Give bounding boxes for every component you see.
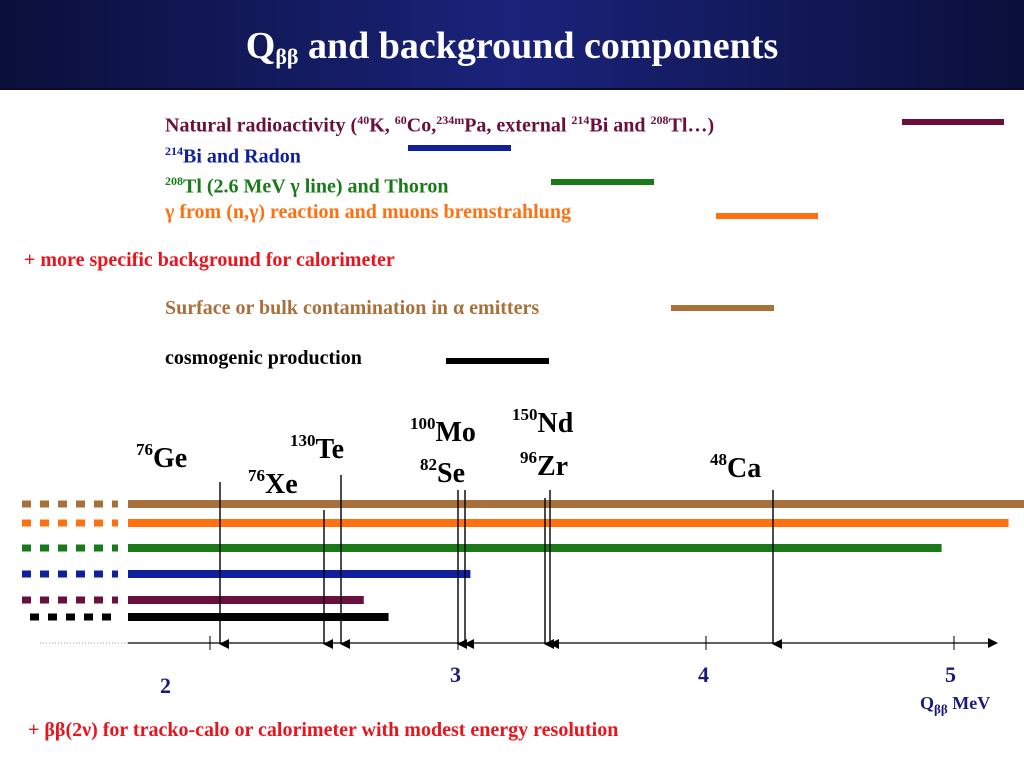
tick-label-3: 3 xyxy=(450,662,461,687)
legend-gamma-neutron: γ from (n,γ) reaction and muons bremstra… xyxy=(165,201,571,223)
legend-alpha-emitters: Surface or bulk contamination in α emitt… xyxy=(165,297,540,319)
tick-label-5: 5 xyxy=(945,662,956,687)
isotope-se82: 82Se xyxy=(420,455,465,489)
legend-swatch-natural xyxy=(902,119,1004,125)
energy-axis xyxy=(40,636,998,650)
legend-swatch-cosmogenic xyxy=(446,358,549,364)
isotope-nd150: 150Nd xyxy=(512,405,574,439)
legend-bi214-radon: 214Bi and Radon xyxy=(165,144,301,168)
isotope-te130: 130Te xyxy=(290,431,345,465)
axis-arrowhead xyxy=(988,638,998,648)
background-bars xyxy=(22,500,1024,621)
isotope-zr96: 96Zr xyxy=(520,448,569,482)
legend-cosmogenic: cosmogenic production xyxy=(165,347,362,369)
legend-tl208-thoron: 208Tl (2.6 MeV γ line) and Thoron xyxy=(165,174,449,198)
legend-swatch-bi214 xyxy=(408,145,511,151)
isotope-ge76: 76Ge xyxy=(136,440,188,474)
isotope-mo100: 100Mo xyxy=(410,414,476,448)
slide-title: Qββ and background components xyxy=(245,25,779,69)
tick-label-2: 2 xyxy=(160,673,171,698)
legend-swatch-tl208 xyxy=(551,179,654,185)
isotope-ca48: 48Ca xyxy=(710,450,762,484)
note-bottom: + ββ(2ν) for tracko-calo or calorimeter … xyxy=(28,719,619,741)
tick-label-4: 4 xyxy=(698,662,709,687)
legend-natural-radioactivity: Natural radioactivity (40K, 60Co,234mPa,… xyxy=(165,113,715,137)
legend-swatch-alpha xyxy=(671,305,774,311)
note-calorimeter: + more specific background for calorimet… xyxy=(24,249,395,271)
isotope-arrows xyxy=(219,475,782,649)
isotope-xe76: 76Xe xyxy=(248,466,298,500)
title-bar: Qββ and background components xyxy=(0,0,1024,90)
x-axis-label: Qββ MeV xyxy=(920,693,991,717)
legend-swatch-gamma xyxy=(716,213,818,219)
